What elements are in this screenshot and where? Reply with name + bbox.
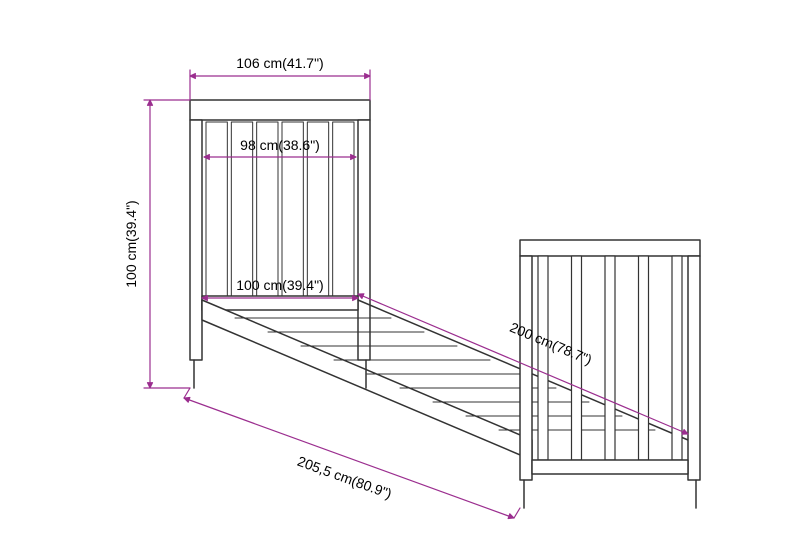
svg-text:205,5 cm(80.9"): 205,5 cm(80.9") bbox=[295, 453, 394, 502]
svg-text:100 cm(39.4"): 100 cm(39.4") bbox=[123, 200, 139, 287]
svg-text:100 cm(39.4"): 100 cm(39.4") bbox=[236, 277, 323, 293]
svg-text:106 cm(41.7"): 106 cm(41.7") bbox=[236, 55, 323, 71]
svg-text:98 cm(38.6"): 98 cm(38.6") bbox=[240, 137, 320, 153]
